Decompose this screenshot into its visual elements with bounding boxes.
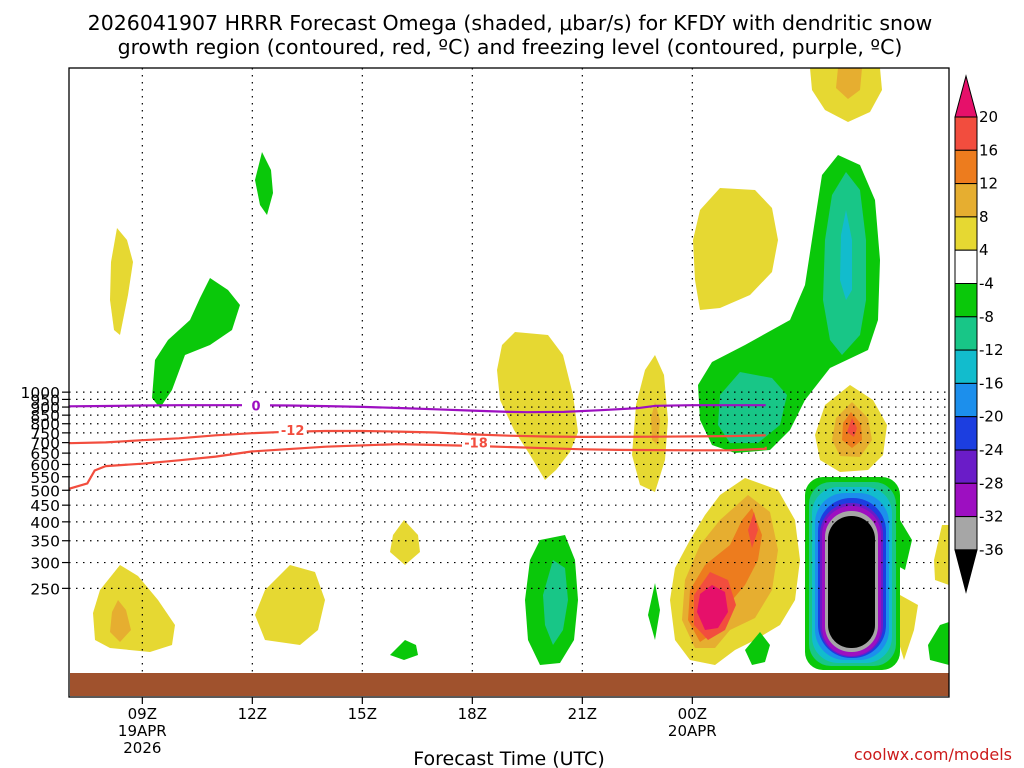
x-tick-label: 12Z (238, 705, 267, 723)
omega-rise-region (898, 595, 918, 660)
y-tick-label: 650 (30, 445, 60, 463)
y-tick-label: 400 (30, 514, 60, 532)
y-tick-label: 950 (30, 391, 60, 409)
omega-sink-region (648, 583, 660, 640)
isotherm-label: 0 (251, 399, 260, 414)
colorbar-top-arrow (954, 74, 978, 118)
colorbar-label: 4 (979, 241, 989, 259)
colorbar-swatch (954, 149, 978, 185)
omega-rise-region (110, 600, 131, 642)
x-tick-label: 15Z (348, 705, 377, 723)
omega-rise-region (255, 565, 325, 645)
colorbar-swatch (954, 283, 978, 318)
chart-title-line-1: 2026041907 HRRR Forecast Omega (shaded, … (88, 11, 933, 35)
y-tick-label: 900 (30, 399, 60, 417)
omega-sink-region (543, 560, 568, 645)
y-tick-label: 600 (30, 456, 60, 474)
omega-sink-region (255, 152, 273, 215)
colorbar-label: 12 (979, 175, 998, 193)
omega-sink-region (928, 622, 949, 665)
isotherm-line-0 (69, 404, 766, 414)
colorbar-label: -24 (979, 441, 1004, 459)
colorbar-swatch (954, 449, 978, 484)
colorbar-label: 16 (979, 141, 998, 159)
y-tick-label: 250 (30, 580, 60, 598)
isotherm-line--12 (69, 429, 766, 445)
colorbar-label: -16 (979, 374, 1004, 392)
y-tick-label: 700 (30, 435, 60, 453)
colorbar-swatch (954, 183, 978, 218)
colorbar-swatch (954, 482, 978, 518)
x-tick-label: 20APR (668, 722, 717, 740)
colorbar-swatch (954, 416, 978, 451)
colorbar-swatch (954, 382, 978, 418)
omega-sink-region (152, 278, 240, 408)
y-tick-label: 300 (30, 555, 60, 573)
x-tick-label: 09Z (128, 705, 157, 723)
omega-rise-region (847, 418, 857, 437)
x-tick-label: 00Z (678, 705, 707, 723)
isotherm-label-bg (462, 434, 490, 450)
omega-sink-region (390, 640, 418, 660)
omega-rise-region (697, 585, 728, 630)
colorbar-bottom-arrow (954, 549, 978, 594)
y-tick-label: 450 (30, 497, 60, 515)
colorbar-label: -8 (979, 308, 994, 326)
y-tick-label: 750 (30, 425, 60, 443)
omega-rise-region (390, 520, 420, 565)
credit-text: coolwx.com/models (854, 745, 1012, 764)
colorbar-swatch (954, 516, 978, 551)
isotherm-label: -12 (281, 424, 305, 439)
colorbar-swatch (954, 349, 978, 384)
omega-rise-region (110, 228, 133, 335)
x-tick-label: 19APR (118, 722, 167, 740)
x-tick-label: 18Z (458, 705, 487, 723)
isotherm-label-bg (242, 397, 270, 413)
omega-rise-region (497, 332, 578, 480)
colorbar-label: -4 (979, 275, 994, 293)
plot-frame (68, 67, 950, 698)
x-tick-label: 21Z (568, 705, 597, 723)
colorbar-label: -20 (979, 408, 1004, 426)
isotherm-contours: -18 -12 0 (69, 397, 767, 490)
colorbar-label: 8 (979, 208, 989, 226)
omega-rise-region (934, 525, 949, 585)
omega-sink-region (718, 372, 787, 443)
omega-rise-region (651, 402, 660, 445)
x-tick-label: 2026 (123, 739, 161, 757)
colorbar-swatch (954, 316, 978, 351)
omega-rise-region (693, 188, 778, 310)
y-tick-label: 550 (30, 469, 60, 487)
omega-sink-core (828, 516, 875, 648)
colorbar-swatch (954, 249, 978, 284)
omega-sink-region (745, 632, 770, 665)
colorbar-label: -28 (979, 474, 1004, 492)
ground-strip (70, 673, 949, 696)
y-tick-label: 500 (30, 482, 60, 500)
isotherm-line--18 (69, 442, 767, 490)
colorbar: 20 16 12 8 4 -4 -8 -12 -16 -20 -24 -28 -32 -36 (954, 74, 1004, 594)
isotherm-label-bg (278, 421, 307, 437)
colorbar-label: -36 (979, 541, 1004, 559)
omega-shading (93, 68, 949, 670)
y-tick-label: 1000 (21, 384, 60, 402)
colorbar-label: -32 (979, 508, 1004, 526)
y-tick-label: 800 (30, 416, 60, 434)
colorbar-label: 20 (979, 108, 998, 126)
chart-title-line-2: growth region (contoured, red, ºC) and f… (118, 35, 903, 59)
y-tick-label: 850 (30, 407, 60, 425)
colorbar-swatch (954, 116, 978, 151)
y-axis: 250 300 3504004505005506006507007508008509… (21, 384, 69, 598)
y-tick-label: 350 (30, 533, 60, 551)
omega-sink-region (840, 210, 852, 300)
omega-rise-region (836, 68, 862, 99)
colorbar-swatch (954, 216, 978, 251)
x-axis-title: Forecast Time (UTC) (413, 748, 604, 768)
isotherm-label: -18 (464, 437, 488, 452)
colorbar-label: -12 (979, 341, 1004, 359)
